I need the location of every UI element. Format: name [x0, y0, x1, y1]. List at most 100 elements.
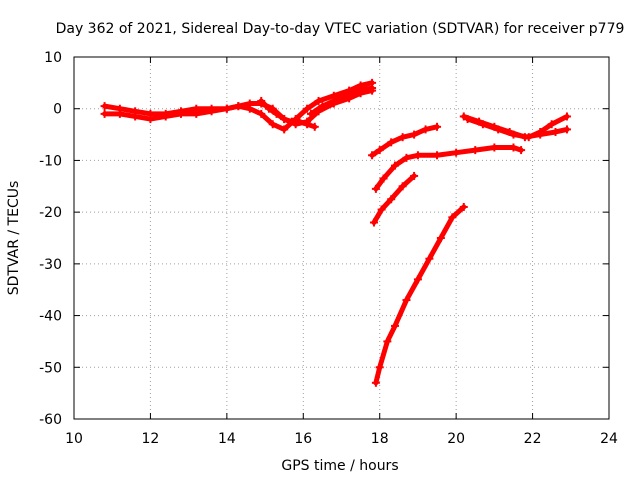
data-point [410, 171, 419, 180]
data-point [494, 125, 503, 134]
data-point [562, 125, 571, 134]
data-layer [100, 78, 571, 387]
x-axis-label: GPS time / hours [281, 458, 398, 474]
data-point [310, 122, 319, 131]
data-point [352, 86, 361, 95]
ticks: 10 12 14 16 18 20 22 24 10 0 -10 -20 -30 -40 -50 -60 [39, 50, 618, 447]
data-point [303, 120, 312, 129]
x-tick-label: 22 [524, 431, 542, 447]
data-point [413, 275, 422, 284]
data-point [509, 130, 518, 139]
y-tick-label: 0 [53, 102, 62, 118]
y-tick-label: -50 [39, 360, 62, 376]
data-point [207, 107, 216, 116]
data-point [257, 96, 266, 105]
data-point [379, 174, 388, 183]
data-point [314, 96, 323, 105]
data-point [303, 104, 312, 113]
data-point [562, 112, 571, 121]
chart-title: Day 362 of 2021, Sidereal Day-to-day VTE… [56, 21, 625, 37]
y-tick-label: -40 [39, 309, 62, 325]
data-point [272, 109, 281, 118]
data-point [341, 91, 350, 100]
data-point [306, 109, 315, 118]
data-point [421, 125, 430, 134]
data-point [425, 254, 434, 263]
data-point [268, 120, 277, 129]
data-point [463, 115, 472, 124]
series-trace [373, 204, 467, 386]
data-point [329, 96, 338, 105]
data-point [161, 112, 170, 121]
series-trace [373, 145, 524, 192]
data-point [264, 104, 273, 113]
data-point [377, 205, 386, 214]
data-point [448, 213, 457, 222]
data-point [471, 146, 480, 155]
data-point [371, 378, 380, 387]
y-tick-label: -20 [39, 205, 62, 221]
data-point [371, 184, 380, 193]
data-point [280, 115, 289, 124]
data-point [280, 125, 289, 134]
data-point [100, 102, 109, 111]
data-point [245, 99, 254, 108]
data-point [433, 122, 442, 131]
data-point [410, 130, 419, 139]
data-point [478, 120, 487, 129]
y-tick-label: -60 [39, 412, 62, 428]
y-tick-label: -30 [39, 257, 62, 273]
x-tick-label: 24 [600, 431, 618, 447]
data-point [536, 127, 545, 136]
data-point [295, 117, 304, 126]
data-point [547, 120, 556, 129]
data-point [115, 109, 124, 118]
data-point [402, 296, 411, 305]
data-point [413, 151, 422, 160]
data-point [375, 146, 384, 155]
data-point [398, 182, 407, 191]
data-point [551, 127, 560, 136]
data-point [391, 321, 399, 330]
data-point [368, 84, 377, 93]
x-tick-label: 18 [371, 431, 389, 447]
data-point [524, 133, 533, 142]
data-point [517, 146, 526, 155]
y-axis-label: SDTVAR / TECUs [6, 181, 22, 296]
data-point [436, 234, 445, 242]
data-point [369, 218, 378, 227]
y-tick-label: -10 [39, 153, 62, 169]
x-tick-label: 20 [447, 431, 465, 447]
data-point [433, 151, 442, 160]
data-point [398, 133, 407, 142]
data-point [234, 102, 243, 111]
x-tick-label: 16 [294, 431, 312, 447]
data-point [391, 161, 399, 170]
data-point [452, 148, 461, 157]
data-point [100, 109, 109, 118]
data-point [177, 109, 185, 118]
data-point [490, 143, 499, 152]
data-point [318, 102, 327, 111]
data-point [383, 337, 392, 346]
data-point [257, 109, 266, 118]
data-point [509, 143, 518, 152]
grid [74, 57, 609, 419]
data-point [287, 117, 296, 126]
data-point [387, 195, 396, 204]
y-tick-label: 10 [44, 50, 62, 66]
data-point [192, 109, 201, 118]
data-point [146, 115, 155, 124]
x-tick-label: 14 [218, 431, 236, 447]
x-tick-label: 12 [142, 431, 160, 447]
data-point [387, 138, 396, 147]
data-point [131, 112, 140, 121]
data-point [402, 153, 411, 162]
data-point [222, 104, 231, 113]
x-tick-label: 10 [65, 431, 83, 447]
plot-frame [73, 56, 610, 420]
data-point [375, 363, 384, 372]
data-point [459, 202, 468, 211]
data-point [368, 151, 377, 160]
